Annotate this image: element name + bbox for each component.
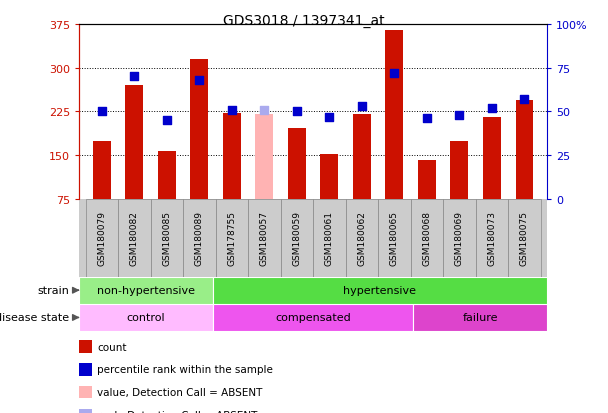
FancyBboxPatch shape xyxy=(313,199,345,277)
Text: GSM180062: GSM180062 xyxy=(358,211,367,266)
FancyBboxPatch shape xyxy=(281,199,313,277)
Bar xyxy=(93,141,111,199)
Text: GSM180068: GSM180068 xyxy=(423,211,432,266)
Bar xyxy=(125,86,143,199)
Text: GSM180075: GSM180075 xyxy=(520,211,529,266)
Text: GSM180073: GSM180073 xyxy=(488,211,496,266)
Bar xyxy=(451,141,468,199)
Bar xyxy=(79,277,213,304)
Bar xyxy=(418,160,436,199)
Bar xyxy=(483,118,501,199)
Text: GSM180065: GSM180065 xyxy=(390,211,399,266)
Text: failure: failure xyxy=(463,313,498,323)
Point xyxy=(260,107,269,114)
Bar xyxy=(516,100,533,199)
Point xyxy=(520,97,530,103)
Bar xyxy=(413,304,547,331)
Point xyxy=(97,109,106,115)
FancyBboxPatch shape xyxy=(151,199,183,277)
Text: GSM180082: GSM180082 xyxy=(130,211,139,266)
Bar xyxy=(385,31,403,199)
Bar xyxy=(288,128,306,199)
Point xyxy=(325,114,334,121)
Bar xyxy=(79,304,213,331)
Bar xyxy=(223,114,241,199)
Text: GSM180085: GSM180085 xyxy=(162,211,171,266)
Text: non-hypertensive: non-hypertensive xyxy=(97,285,195,296)
Text: control: control xyxy=(126,313,165,323)
Text: GSM180057: GSM180057 xyxy=(260,211,269,266)
Text: count: count xyxy=(97,342,127,352)
Text: GSM180089: GSM180089 xyxy=(195,211,204,266)
FancyBboxPatch shape xyxy=(410,199,443,277)
Text: GSM178755: GSM178755 xyxy=(227,211,237,266)
Text: GSM180069: GSM180069 xyxy=(455,211,464,266)
Text: percentile rank within the sample: percentile rank within the sample xyxy=(97,365,273,375)
Text: disease state: disease state xyxy=(0,313,69,323)
FancyBboxPatch shape xyxy=(216,199,248,277)
Point xyxy=(162,118,171,124)
Point xyxy=(292,109,302,115)
Bar xyxy=(213,304,413,331)
Bar xyxy=(158,152,176,199)
Point xyxy=(227,107,237,114)
Text: value, Detection Call = ABSENT: value, Detection Call = ABSENT xyxy=(97,387,263,397)
FancyBboxPatch shape xyxy=(248,199,281,277)
Bar xyxy=(353,115,371,199)
Text: hypertensive: hypertensive xyxy=(344,285,416,296)
Bar xyxy=(190,60,209,199)
Text: compensated: compensated xyxy=(275,313,351,323)
Point xyxy=(390,70,399,77)
Bar xyxy=(213,277,547,304)
Bar xyxy=(255,115,273,199)
Point xyxy=(195,77,204,84)
FancyBboxPatch shape xyxy=(508,199,541,277)
FancyBboxPatch shape xyxy=(378,199,410,277)
Point xyxy=(357,104,367,110)
Text: GSM180059: GSM180059 xyxy=(292,211,302,266)
Text: strain: strain xyxy=(37,285,69,296)
FancyBboxPatch shape xyxy=(443,199,475,277)
Text: rank, Detection Call = ABSENT: rank, Detection Call = ABSENT xyxy=(97,410,258,413)
Point xyxy=(422,116,432,122)
Text: GDS3018 / 1397341_at: GDS3018 / 1397341_at xyxy=(223,14,385,28)
Bar xyxy=(320,154,338,199)
Text: GSM180061: GSM180061 xyxy=(325,211,334,266)
FancyBboxPatch shape xyxy=(475,199,508,277)
Point xyxy=(455,112,465,119)
Point xyxy=(487,105,497,112)
FancyBboxPatch shape xyxy=(86,199,118,277)
Point xyxy=(130,74,139,81)
FancyBboxPatch shape xyxy=(118,199,151,277)
FancyBboxPatch shape xyxy=(345,199,378,277)
Text: GSM180079: GSM180079 xyxy=(97,211,106,266)
FancyBboxPatch shape xyxy=(183,199,216,277)
